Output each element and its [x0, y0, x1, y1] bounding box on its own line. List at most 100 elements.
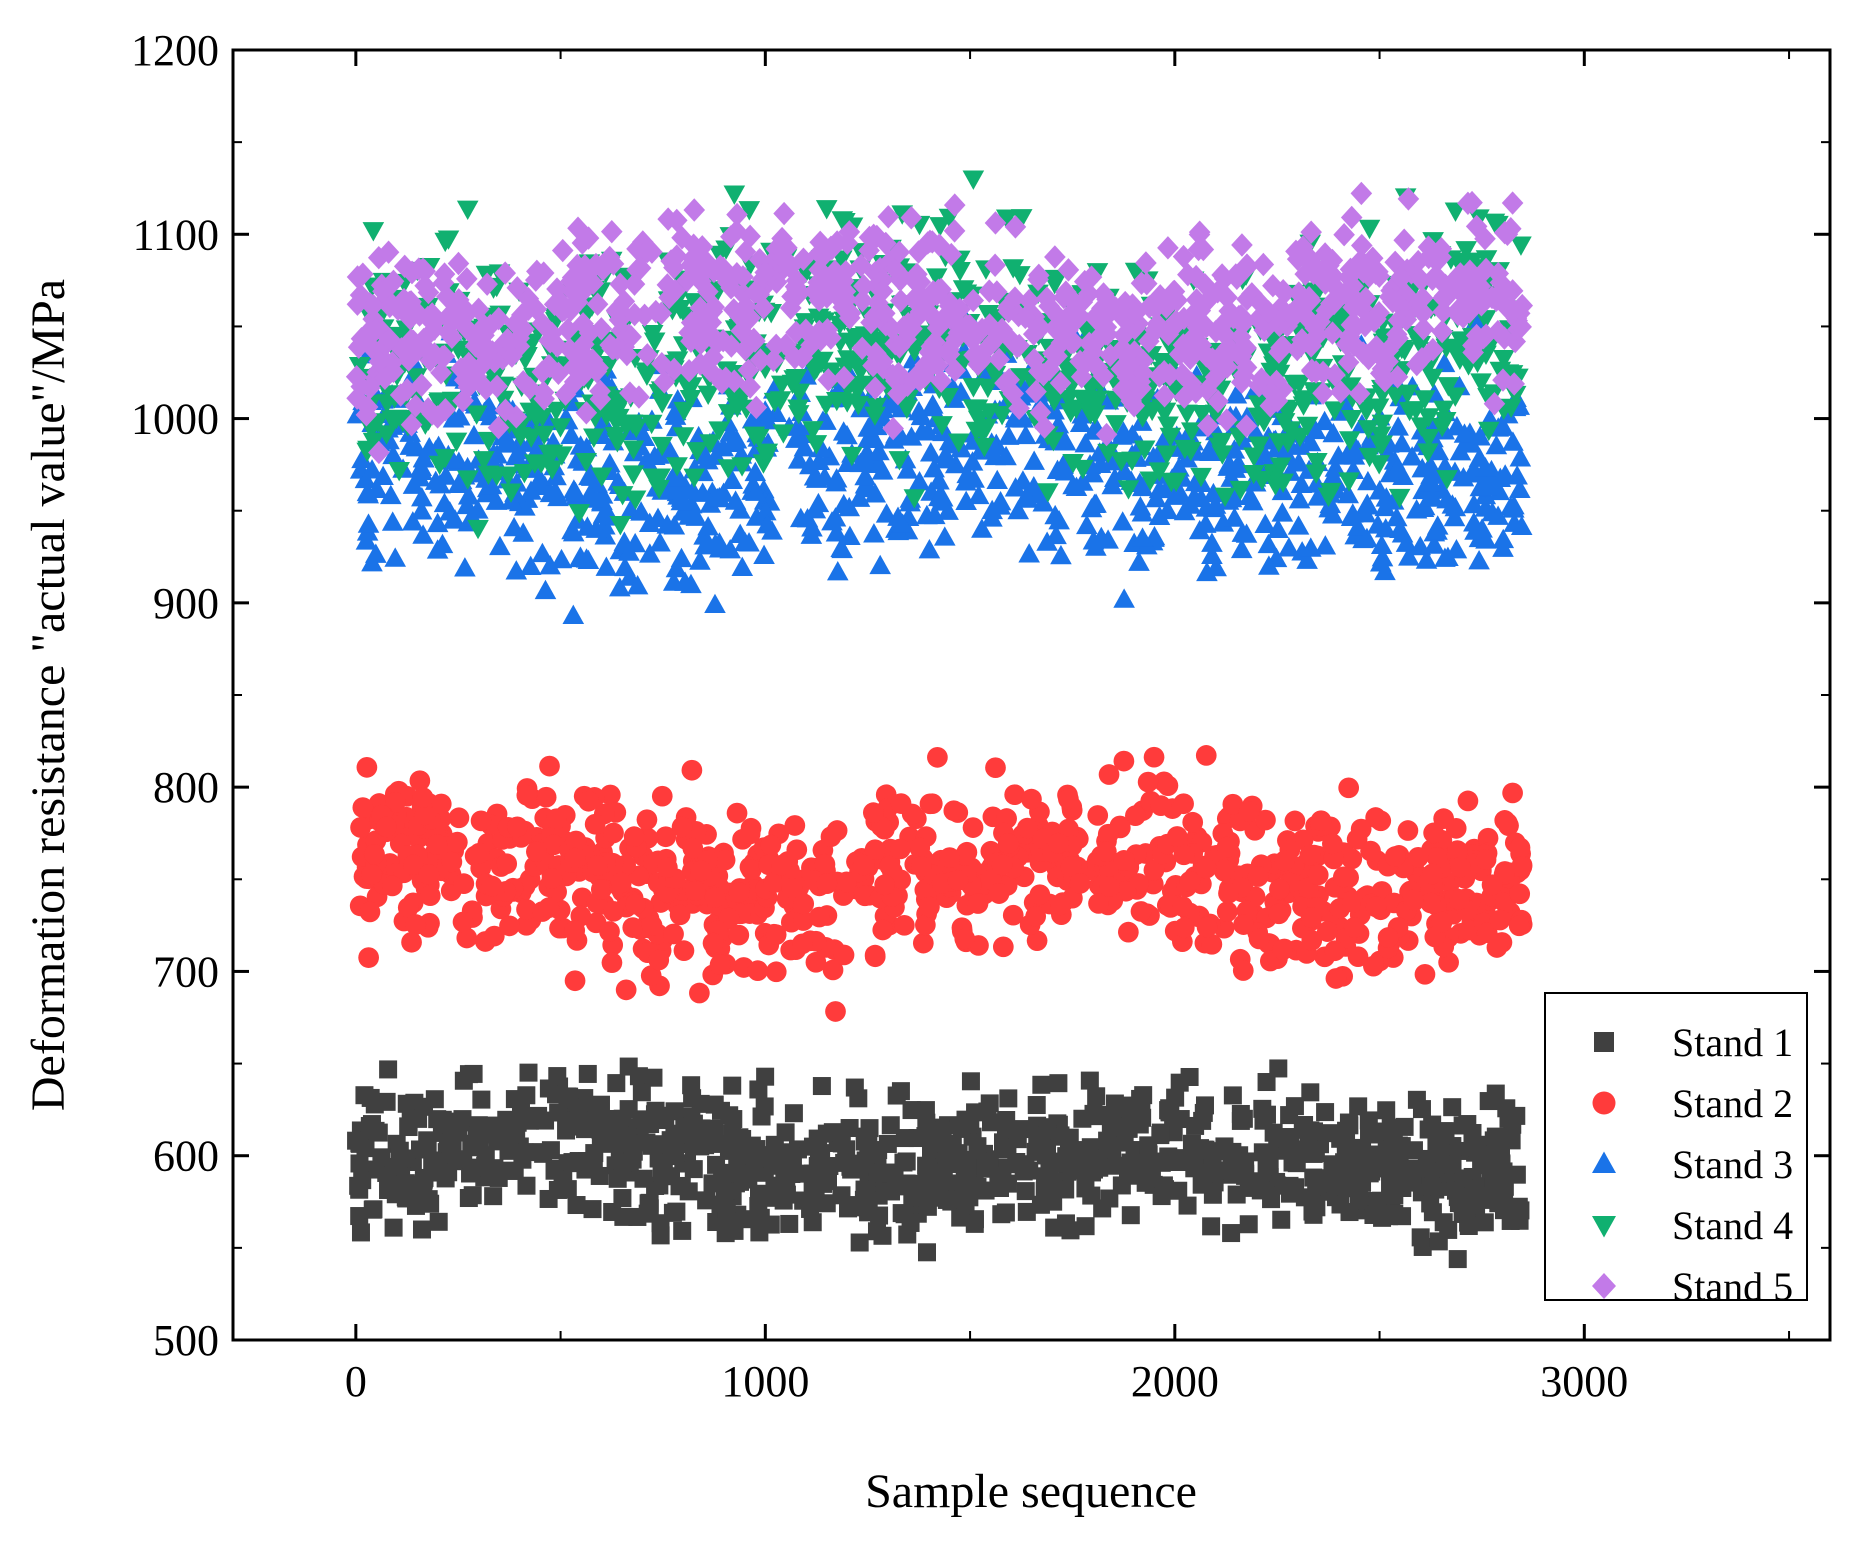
data-point — [626, 237, 648, 261]
data-point — [1458, 300, 1481, 324]
data-point — [648, 949, 670, 971]
data-point — [565, 830, 587, 852]
data-point — [1139, 1145, 1158, 1164]
data-point — [541, 868, 563, 889]
data-point — [1443, 1155, 1462, 1174]
data-point — [862, 353, 884, 378]
data-point — [513, 317, 535, 341]
data-point — [1301, 1083, 1320, 1102]
data-point — [379, 484, 402, 505]
data-point — [998, 368, 1020, 392]
data-point — [1377, 1101, 1396, 1120]
y-tick-label: 1100 — [133, 210, 219, 259]
data-point — [697, 323, 719, 347]
data-point — [822, 959, 844, 981]
data-point — [1157, 416, 1179, 436]
data-point — [930, 369, 952, 393]
data-point — [1356, 527, 1378, 548]
data-point — [1029, 400, 1052, 425]
data-point — [1089, 453, 1112, 474]
data-point — [649, 532, 671, 552]
data-point — [906, 262, 928, 286]
data-point — [1145, 487, 1168, 508]
data-point — [1350, 233, 1373, 258]
data-point — [1216, 836, 1238, 858]
data-point — [640, 414, 663, 435]
data-point — [891, 265, 913, 289]
data-point — [792, 933, 813, 955]
data-point — [1136, 1173, 1155, 1192]
data-point — [472, 1090, 491, 1109]
data-point — [1239, 1215, 1258, 1234]
data-point — [358, 947, 379, 968]
data-point — [1153, 384, 1176, 408]
data-point — [637, 1133, 656, 1152]
data-point — [753, 544, 775, 565]
data-point — [1378, 1146, 1397, 1165]
data-point — [564, 847, 586, 869]
data-point — [1427, 440, 1450, 461]
data-point — [1248, 436, 1270, 456]
data-point — [689, 550, 711, 570]
data-point — [937, 388, 959, 408]
data-point — [1434, 547, 1456, 567]
data-point — [847, 375, 869, 396]
data-point — [1370, 534, 1393, 554]
data-point — [1317, 487, 1340, 507]
data-point — [1163, 485, 1186, 505]
data-point — [1489, 909, 1511, 931]
data-point — [995, 445, 1017, 466]
data-point — [666, 457, 688, 477]
data-point — [793, 436, 816, 457]
data-point — [663, 357, 686, 382]
data-point — [636, 343, 659, 367]
data-point — [1186, 1116, 1205, 1135]
data-point — [671, 816, 693, 838]
data-point — [1059, 403, 1082, 423]
data-point — [975, 418, 998, 439]
data-point — [632, 1110, 651, 1129]
data-point — [771, 854, 792, 876]
data-point — [1258, 555, 1280, 575]
data-point — [691, 1094, 710, 1113]
data-point — [565, 369, 587, 394]
data-point — [1085, 493, 1107, 513]
data-point — [769, 391, 792, 411]
data-point — [494, 261, 517, 285]
data-point — [581, 488, 604, 508]
data-point — [1493, 349, 1515, 370]
data-point — [517, 1176, 536, 1195]
data-point — [1076, 1217, 1095, 1236]
data-point — [1180, 1067, 1199, 1086]
data-point — [692, 1119, 711, 1138]
data-point — [1098, 764, 1120, 785]
data-point — [765, 924, 787, 946]
data-point — [1509, 447, 1532, 467]
data-point — [717, 459, 739, 479]
data-point — [1044, 269, 1067, 290]
data-point — [747, 960, 769, 982]
data-point — [1243, 447, 1265, 467]
data-point — [1367, 514, 1389, 534]
x-tick-label: 0 — [345, 1357, 367, 1406]
data-point — [587, 855, 608, 876]
data-point — [872, 919, 894, 941]
data-point — [1452, 466, 1475, 487]
data-point — [388, 462, 410, 482]
data-point — [1096, 322, 1119, 347]
data-point — [410, 373, 433, 397]
data-point — [382, 444, 404, 465]
data-point — [725, 429, 748, 449]
data-point — [385, 409, 408, 430]
data-point — [441, 851, 463, 873]
data-point — [368, 349, 391, 374]
data-point — [1449, 888, 1470, 910]
data-point — [689, 296, 712, 320]
data-point — [414, 1185, 433, 1204]
data-point — [532, 1143, 551, 1162]
data-point — [603, 822, 624, 844]
data-point — [985, 757, 1006, 779]
data-point — [567, 216, 589, 240]
data-point — [1475, 529, 1497, 549]
data-point — [1014, 424, 1037, 445]
